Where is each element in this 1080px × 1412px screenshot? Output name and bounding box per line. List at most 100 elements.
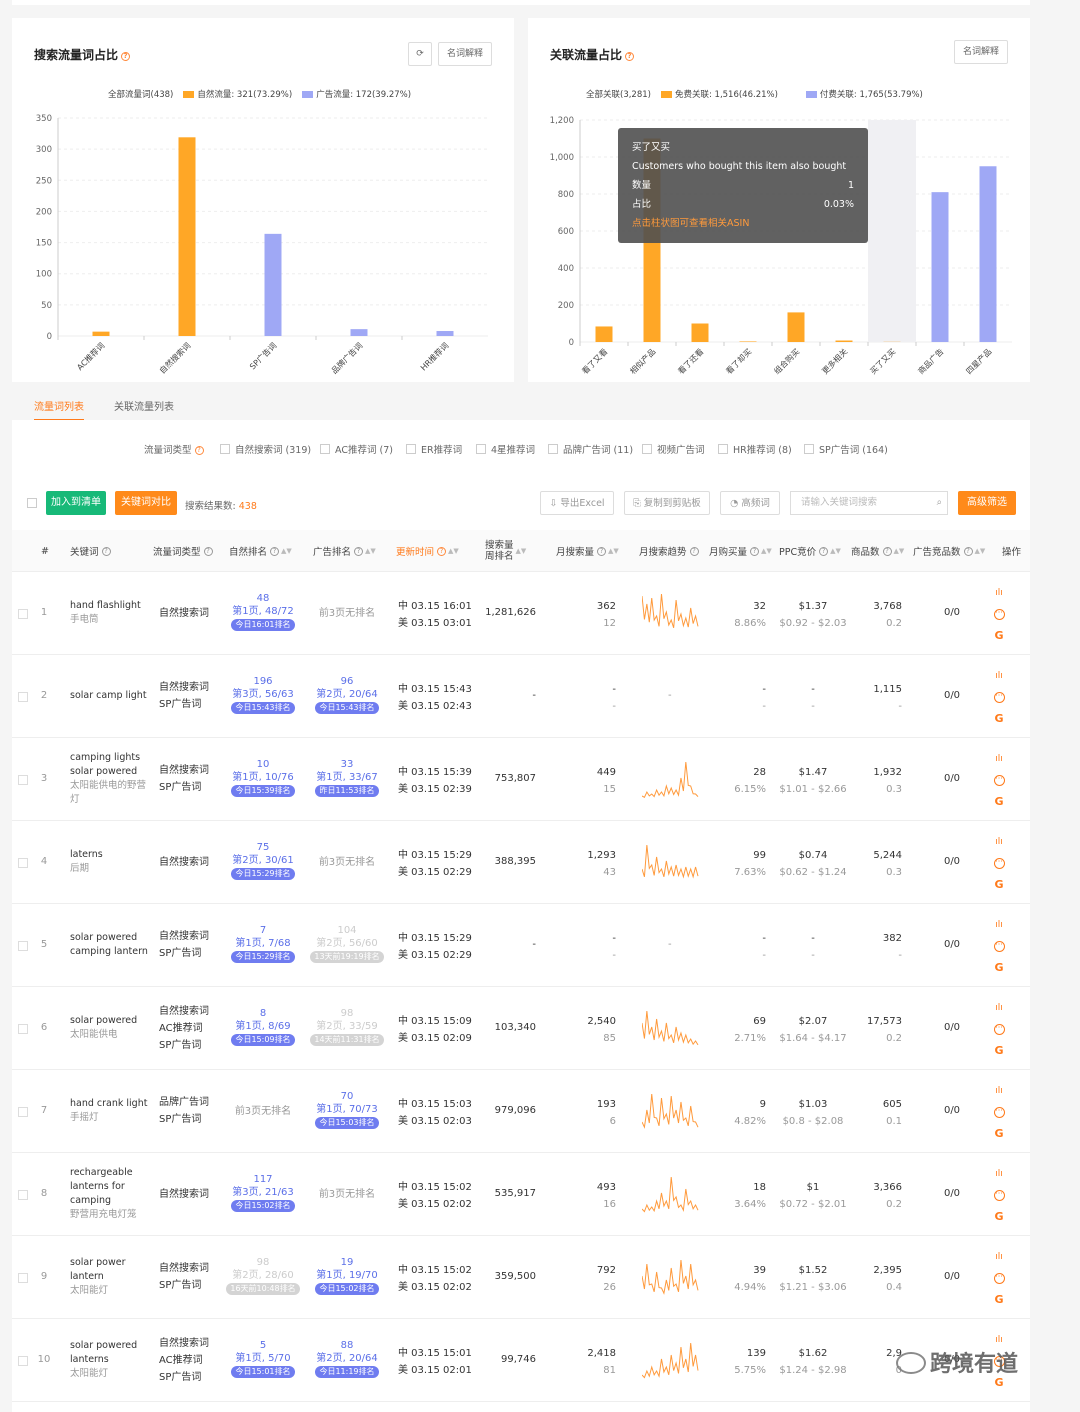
keyword-text[interactable]: solar powered	[70, 1340, 138, 1351]
help-icon[interactable]: ?	[121, 52, 131, 61]
search-icon[interactable]: ⌕	[936, 497, 942, 508]
row-checkbox[interactable]	[18, 775, 28, 785]
row-checkbox[interactable]	[18, 1024, 28, 1034]
google-icon[interactable]: G	[994, 629, 1004, 642]
google-icon[interactable]: G	[994, 795, 1004, 808]
google-icon[interactable]: G	[994, 1210, 1004, 1223]
row-checkbox[interactable]	[18, 609, 28, 619]
google-icon[interactable]: G	[994, 1044, 1004, 1057]
trend-sparkline[interactable]	[642, 758, 700, 802]
keyword-text[interactable]: solar powered	[70, 932, 138, 943]
glossary-button[interactable]: 名词解释	[954, 40, 1008, 64]
bar-chart-icon[interactable]: ılı	[995, 1169, 1003, 1179]
google-icon[interactable]: G	[994, 878, 1004, 891]
row-checkbox[interactable]	[18, 1107, 28, 1117]
keyword-text[interactable]: camping lantern	[70, 946, 148, 957]
export-excel-button[interactable]: ⇩ 导出Excel	[540, 491, 614, 515]
keyword-text[interactable]: hand crank light	[70, 1098, 148, 1109]
help-icon[interactable]: ?	[194, 446, 204, 455]
keyword-text[interactable]: rechargeable	[70, 1167, 133, 1178]
filter-er[interactable]: ER推荐词	[406, 442, 462, 456]
bar-chart-icon[interactable]: ılı	[995, 588, 1003, 598]
rank-cell[interactable]: 104 第2页, 56/60 13天前19:19排名	[308, 924, 386, 963]
keyword-text[interactable]: solar camp light	[70, 690, 147, 701]
col-ad-competitors[interactable]: 广告竞品数? ▲▼	[913, 546, 986, 558]
keyword-text[interactable]: solar power	[70, 1257, 126, 1268]
keyword-search-input[interactable]: 请输入关键词搜索 ⌕	[790, 491, 948, 515]
keyword-compare-button[interactable]: 关键词对比	[115, 491, 177, 515]
more-icon[interactable]: ···	[993, 858, 1005, 869]
google-icon[interactable]: G	[994, 1293, 1004, 1306]
bar-chart-icon[interactable]: ılı	[995, 671, 1003, 681]
keyword-text[interactable]: laterns	[70, 849, 103, 860]
col-natural-rank[interactable]: 自然排名? ▲▼	[229, 546, 292, 558]
keyword-text[interactable]: lanterns	[70, 1354, 109, 1365]
bar[interactable]	[264, 233, 282, 336]
col-update-time[interactable]: 更新时间? ▲▼	[396, 546, 459, 558]
bar-chart-icon[interactable]: ılı	[995, 1086, 1003, 1096]
col-search-rank[interactable]: 搜索量 周排名 ▲▼	[485, 540, 527, 562]
more-icon[interactable]: ···	[993, 1107, 1005, 1118]
filter-ac[interactable]: AC推荐词 (7)	[320, 442, 393, 456]
checkbox[interactable]	[220, 444, 230, 454]
trend-sparkline[interactable]	[642, 1256, 700, 1300]
checkbox[interactable]	[718, 444, 728, 454]
filter-sp[interactable]: SP广告词 (164)	[804, 442, 888, 456]
col-ppc[interactable]: PPC竞价? ▲▼	[779, 546, 841, 558]
checkbox[interactable]	[642, 444, 652, 454]
keyword-text[interactable]: solar powered	[70, 766, 138, 777]
filter-natural[interactable]: 自然搜索词 (319)	[220, 442, 311, 456]
rank-cell[interactable]: 70 第1页, 70/73 今日15:03排名	[315, 1091, 379, 1129]
bar[interactable]	[739, 341, 757, 342]
keyword-text[interactable]: solar powered	[70, 1015, 138, 1026]
filter-4star[interactable]: 4星推荐词	[476, 442, 535, 456]
rank-cell[interactable]: 48 第1页, 48/72 今日16:01排名	[231, 593, 295, 631]
row-checkbox[interactable]	[18, 692, 28, 702]
trend-sparkline[interactable]	[642, 841, 700, 885]
keyword-text[interactable]: lantern	[70, 1271, 104, 1282]
rank-cell[interactable]: 98 第2页, 33/59 14天前11:31排名	[308, 1007, 386, 1046]
more-icon[interactable]: ···	[993, 1356, 1005, 1367]
filter-video[interactable]: 视频广告词	[642, 442, 705, 456]
glossary-button[interactable]: 名词解释	[438, 42, 492, 66]
bar[interactable]	[595, 326, 613, 342]
add-to-list-button[interactable]: 加入到清单	[46, 491, 106, 515]
bar[interactable]	[787, 312, 805, 342]
trend-sparkline[interactable]	[642, 1339, 700, 1383]
tooltip-link[interactable]: 点击柱状图可查看相关ASIN	[632, 218, 750, 229]
checkbox[interactable]	[804, 444, 814, 454]
bar[interactable]	[350, 329, 368, 336]
help-icon[interactable]: ?	[625, 52, 635, 61]
keyword-text[interactable]: hand flashlight	[70, 600, 141, 611]
legend-ad[interactable]: 广告流量: 172(39.27%)	[316, 90, 412, 100]
rank-cell[interactable]: 8 第1页, 8/69 今日15:09排名	[224, 1007, 302, 1046]
col-monthly-search[interactable]: 月搜索量? ▲▼	[556, 546, 619, 558]
search-traffic-bar-chart[interactable]: 0 50 100 150 200 250 300 350 AC推荐词 自然搜索词 SP广告词 品牌广告…	[12, 18, 514, 382]
more-icon[interactable]: ···	[993, 692, 1005, 703]
legend-free[interactable]: 免费关联: 1,516(46.21%)	[674, 90, 778, 100]
keyword-text[interactable]: lanterns for	[70, 1181, 125, 1192]
row-checkbox[interactable]	[18, 1190, 28, 1200]
legend-natural[interactable]: 自然流量: 321(73.29%)	[197, 90, 293, 100]
trend-sparkline[interactable]	[642, 592, 700, 636]
checkbox[interactable]	[406, 444, 416, 454]
bar-chart-icon[interactable]: ılı	[995, 754, 1003, 764]
legend-paid[interactable]: 付费关联: 1,765(53.79%)	[819, 90, 923, 100]
bar-chart-icon[interactable]: ılı	[995, 1003, 1003, 1013]
checkbox[interactable]	[476, 444, 486, 454]
google-icon[interactable]: G	[994, 961, 1004, 974]
checkbox[interactable]	[320, 444, 330, 454]
row-checkbox[interactable]	[18, 1273, 28, 1283]
rank-cell[interactable]: 196 第3页, 56/63 今日15:43排名	[231, 676, 295, 714]
tab-keyword-list[interactable]: 流量词列表	[34, 398, 84, 421]
tab-related-list[interactable]: 关联流量列表	[114, 402, 174, 413]
col-product-count[interactable]: 商品数? ▲▼	[851, 546, 905, 558]
bar-chart-icon[interactable]: ılı	[995, 837, 1003, 847]
legend-all[interactable]: 全部关联(3,281)	[586, 90, 651, 100]
trend-sparkline[interactable]	[642, 1173, 700, 1217]
bar[interactable]	[979, 166, 997, 342]
col-ad-rank[interactable]: 广告排名? ▲▼	[313, 546, 376, 558]
bar[interactable]	[92, 331, 110, 336]
bar[interactable]	[931, 192, 949, 342]
select-all-checkbox[interactable]	[27, 498, 37, 508]
